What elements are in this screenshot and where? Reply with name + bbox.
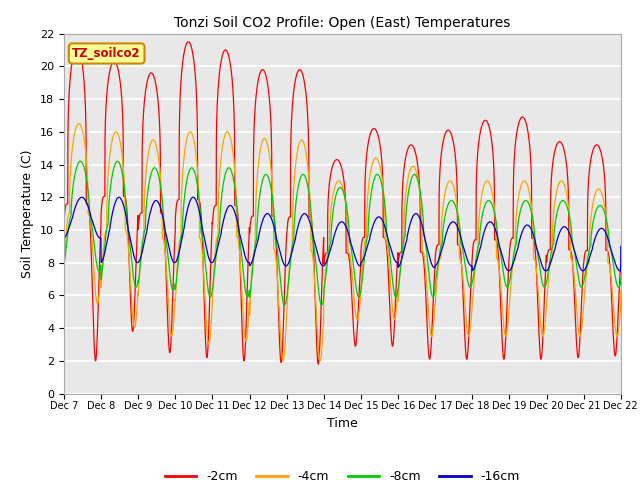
- X-axis label: Time: Time: [327, 417, 358, 430]
- -2cm: [490, 166, 498, 171]
- Line: -8cm: -8cm: [64, 161, 640, 305]
- -4cm: [528, 207, 536, 213]
- -4cm: [182, 142, 189, 147]
- -4cm: [563, 195, 571, 201]
- -8cm: [563, 204, 571, 210]
- Text: TZ_soilco2: TZ_soilco2: [72, 47, 141, 60]
- -8cm: [528, 210, 536, 216]
- Title: Tonzi Soil CO2 Profile: Open (East) Temperatures: Tonzi Soil CO2 Profile: Open (East) Temp…: [174, 16, 511, 30]
- Legend: -2cm, -4cm, -8cm, -16cm: -2cm, -4cm, -8cm, -16cm: [160, 465, 525, 480]
- -2cm: [563, 170, 571, 176]
- -16cm: [528, 228, 536, 233]
- -4cm: [60, 264, 68, 269]
- -8cm: [490, 207, 498, 213]
- -8cm: [77, 158, 84, 164]
- -2cm: [438, 149, 445, 155]
- Y-axis label: Soil Temperature (C): Soil Temperature (C): [22, 149, 35, 278]
- -16cm: [490, 223, 497, 228]
- Line: -2cm: -2cm: [64, 42, 640, 364]
- -16cm: [182, 215, 189, 220]
- -8cm: [60, 261, 68, 267]
- -4cm: [490, 201, 498, 206]
- Line: -4cm: -4cm: [64, 123, 640, 361]
- -16cm: [60, 235, 68, 241]
- -4cm: [438, 222, 445, 228]
- -2cm: [314, 361, 322, 367]
- -2cm: [184, 39, 192, 45]
- -8cm: [281, 302, 289, 308]
- -2cm: [528, 235, 536, 241]
- -2cm: [182, 43, 189, 49]
- -8cm: [182, 184, 189, 190]
- -4cm: [75, 120, 83, 126]
- -16cm: [78, 194, 86, 200]
- -2cm: [60, 220, 68, 226]
- -16cm: [438, 248, 445, 254]
- -8cm: [438, 242, 445, 248]
- -16cm: [505, 268, 513, 274]
- -16cm: [563, 226, 571, 232]
- -4cm: [316, 358, 324, 364]
- Line: -16cm: -16cm: [64, 197, 640, 271]
